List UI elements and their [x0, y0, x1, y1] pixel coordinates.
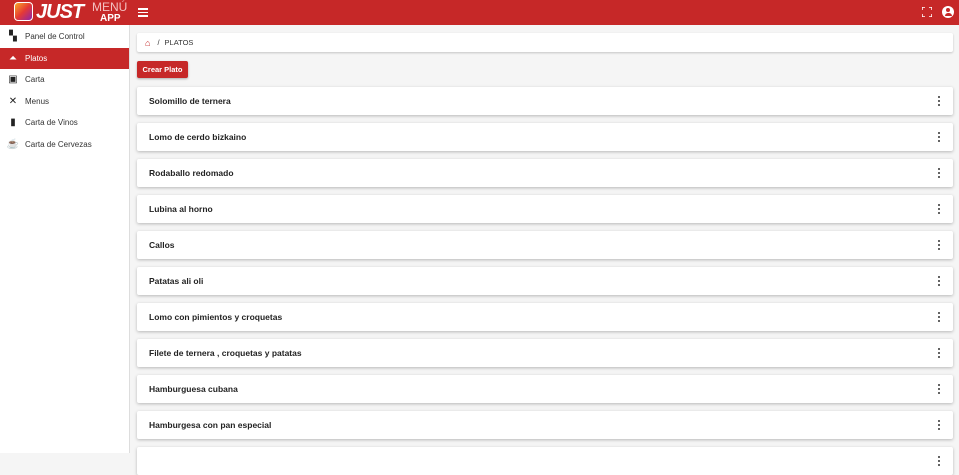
- top-bar: JUST MENÚ APP: [0, 0, 959, 25]
- sidebar-item-label: Carta de Vinos: [25, 118, 78, 127]
- dish-name: Hamburguesa cubana: [149, 384, 238, 394]
- dish-card[interactable]: [137, 447, 953, 475]
- more-vert-icon[interactable]: [934, 455, 944, 467]
- sidebar-item-label: Panel de Control: [25, 32, 85, 41]
- room-service-icon: ⏶: [9, 53, 17, 64]
- fullscreen-icon[interactable]: [922, 7, 932, 17]
- dish-name: Rodaballo redomado: [149, 168, 234, 178]
- logo-menu: MENÚ: [92, 0, 128, 14]
- sidebar-item-panel-de-control[interactable]: ▚ Panel de Control: [0, 26, 129, 47]
- logo-just: JUST: [36, 1, 84, 23]
- account-icon[interactable]: [942, 6, 954, 18]
- more-vert-icon[interactable]: [934, 311, 944, 323]
- utensils-icon: ✕: [8, 96, 18, 107]
- breadcrumb-current: PLATOS: [164, 38, 194, 47]
- dashboard-icon: ▚: [9, 31, 17, 42]
- sidebar-item-label: Platos: [25, 54, 48, 63]
- dish-name: Filete de ternera , croquetas y patatas: [149, 348, 302, 358]
- dish-name: Lomo con pimientos y croquetas: [149, 312, 283, 322]
- dish-name: Patatas ali oli: [149, 276, 204, 286]
- sidebar: ▚ Panel de Control ⏶ Platos ▣ Carta ✕ Menus ▮ Car…: [0, 25, 130, 453]
- breadcrumb: ⌂ / PLATOS: [137, 33, 953, 52]
- dish-card[interactable]: Lomo con pimientos y croquetas: [137, 303, 953, 331]
- logo-icon: [14, 2, 33, 21]
- breadcrumb-separator: /: [157, 38, 160, 47]
- dish-name: Hamburgesa con pan especial: [149, 420, 272, 430]
- sidebar-item-menus[interactable]: ✕ Menus: [0, 91, 129, 112]
- dish-name: Lubina al horno: [149, 204, 213, 214]
- more-vert-icon[interactable]: [934, 239, 944, 251]
- dish-card[interactable]: Lomo de cerdo bizkaino: [137, 123, 953, 151]
- dish-card[interactable]: Callos: [137, 231, 953, 259]
- sidebar-item-carta-de-vinos[interactable]: ▮ Carta de Vinos: [0, 112, 129, 133]
- more-vert-icon[interactable]: [934, 347, 944, 359]
- hamburger-menu-icon[interactable]: [138, 8, 148, 17]
- logo-app: APP: [100, 13, 121, 24]
- dish-name: Lomo de cerdo bizkaino: [149, 132, 247, 142]
- more-vert-icon[interactable]: [934, 131, 944, 143]
- sidebar-item-carta-de-cervezas[interactable]: ☕ Carta de Cervezas: [0, 134, 129, 155]
- create-dish-button[interactable]: Crear Plato: [137, 61, 188, 78]
- more-vert-icon[interactable]: [934, 167, 944, 179]
- dish-card[interactable]: Hamburguesa cubana: [137, 375, 953, 403]
- dish-name: Callos: [149, 240, 175, 250]
- menu-book-icon: ▣: [8, 74, 18, 85]
- more-vert-icon[interactable]: [934, 203, 944, 215]
- dish-card[interactable]: Lubina al horno: [137, 195, 953, 223]
- more-vert-icon[interactable]: [934, 275, 944, 287]
- dish-card[interactable]: Rodaballo redomado: [137, 159, 953, 187]
- more-vert-icon[interactable]: [934, 383, 944, 395]
- home-icon[interactable]: ⌂: [145, 37, 151, 48]
- sidebar-item-platos[interactable]: ⏶ Platos: [0, 48, 129, 69]
- dish-card[interactable]: Solomillo de ternera: [137, 87, 953, 115]
- wine-bottle-icon: ▮: [10, 117, 16, 128]
- more-vert-icon[interactable]: [934, 95, 944, 107]
- dish-card[interactable]: Filete de ternera , croquetas y patatas: [137, 339, 953, 367]
- dish-name: Solomillo de ternera: [149, 96, 231, 106]
- sidebar-item-label: Carta: [25, 75, 45, 84]
- beer-mug-icon: ☕: [6, 139, 20, 150]
- sidebar-item-carta[interactable]: ▣ Carta: [0, 69, 129, 90]
- dish-card[interactable]: Patatas ali oli: [137, 267, 953, 295]
- sidebar-item-label: Menus: [25, 97, 50, 106]
- more-vert-icon[interactable]: [934, 419, 944, 431]
- logo: JUST MENÚ APP: [12, 1, 130, 25]
- dish-card[interactable]: Hamburgesa con pan especial: [137, 411, 953, 439]
- sidebar-item-label: Carta de Cervezas: [25, 140, 92, 149]
